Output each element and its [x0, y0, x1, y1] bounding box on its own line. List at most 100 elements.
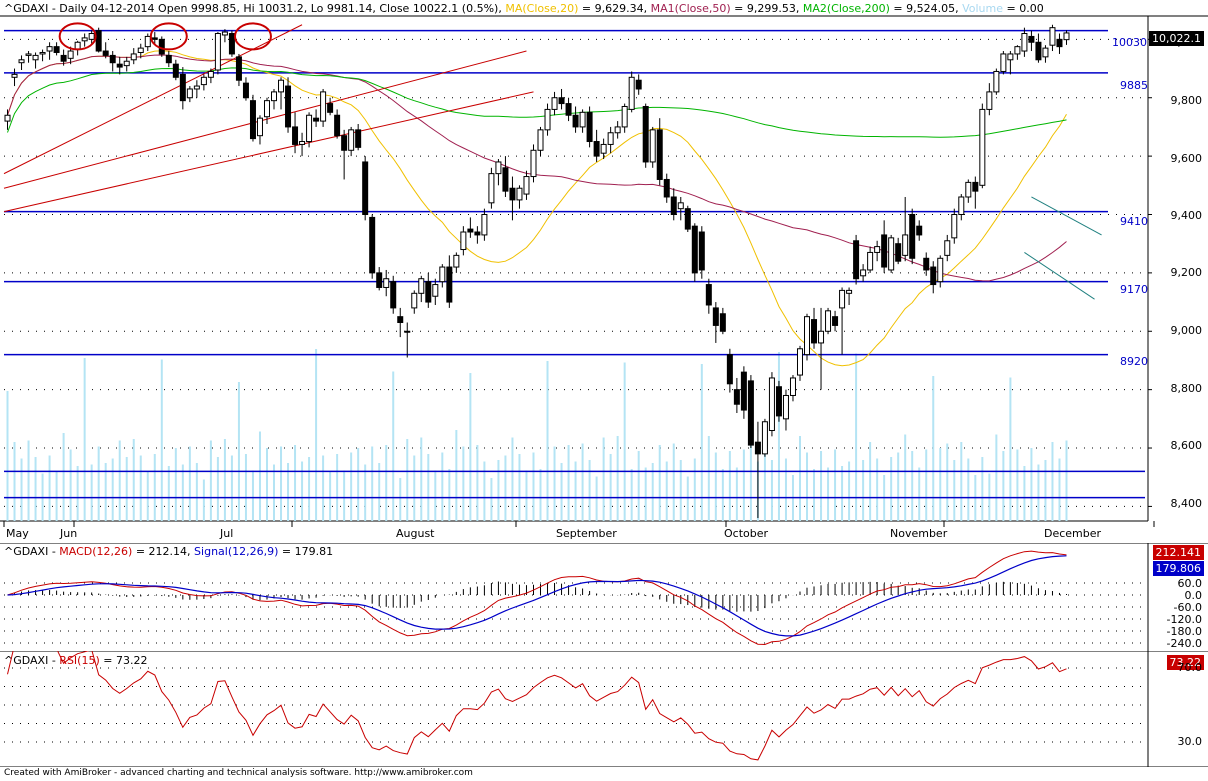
price-pane[interactable]: ^GDAXI - Daily 04-12-2014 Open 9998.85, … — [0, 0, 1208, 543]
candle-up — [186, 88, 193, 99]
candle-down — [158, 38, 165, 55]
macd-tick: -120.0 — [1166, 613, 1202, 626]
signal-value: = 179.81 — [278, 545, 334, 558]
channel-line — [1031, 196, 1102, 236]
candle-up — [874, 246, 881, 253]
candle-down — [292, 126, 299, 145]
candle-up — [839, 289, 846, 309]
candle-up — [432, 284, 439, 297]
candle-up — [418, 278, 425, 294]
rsi-label: RSI(15) — [59, 654, 100, 667]
candle-up — [214, 33, 221, 71]
candle-up — [579, 111, 586, 128]
candle-up — [67, 50, 74, 59]
candle-down — [642, 105, 649, 163]
candle-down — [635, 79, 642, 90]
candle-up — [818, 330, 825, 344]
candle-up — [193, 85, 200, 90]
macd-pane[interactable]: ^GDAXI - MACD(12,26) = 212.14, Signal(12… — [0, 543, 1208, 651]
price-tick: 8,400 — [1170, 497, 1203, 510]
candle-up — [537, 129, 544, 151]
candle-up — [404, 330, 411, 333]
month-label: September — [556, 527, 617, 540]
candle-up — [965, 181, 972, 198]
candle-down — [565, 103, 572, 116]
candle-down — [895, 243, 902, 262]
macd-chart[interactable] — [0, 543, 1208, 651]
candle-up — [4, 114, 11, 122]
price-tick: 9,200 — [1170, 266, 1203, 279]
candle-down — [179, 73, 186, 102]
candle-up — [902, 234, 909, 256]
rsi-tick: 70.0 — [1177, 661, 1203, 674]
candle-down — [684, 208, 691, 230]
macd-tick: -180.0 — [1166, 625, 1202, 638]
candle-up — [937, 257, 944, 283]
candle-down — [775, 386, 782, 417]
candle-down — [663, 178, 670, 198]
month-label: August — [396, 527, 435, 540]
candle-up — [130, 53, 137, 61]
footer-credit: Created with AmiBroker - advanced charti… — [4, 768, 473, 778]
price-tick: 9,600 — [1170, 152, 1203, 165]
candle-down — [313, 117, 320, 122]
candle-up — [481, 213, 488, 236]
candle-up — [348, 129, 355, 151]
candle-down — [670, 196, 677, 215]
candle-down — [726, 354, 733, 385]
top-annotation-circle — [58, 22, 97, 51]
macd-tick: 60.0 — [1177, 577, 1203, 590]
candle-up — [649, 129, 656, 163]
candle-down — [95, 30, 102, 52]
candle-up — [299, 141, 306, 145]
month-label: November — [890, 527, 948, 540]
candle-down — [467, 228, 474, 233]
rsi-chart[interactable] — [0, 651, 1208, 767]
candle-up — [278, 79, 285, 93]
candle-down — [740, 371, 747, 411]
candle-up — [761, 421, 768, 455]
candle-up — [271, 91, 278, 102]
macd-line — [7, 550, 1067, 646]
volume-label: Volume — [962, 2, 1004, 15]
candle-down — [558, 97, 565, 105]
price-header: ^GDAXI - Daily 04-12-2014 Open 9998.85, … — [4, 2, 1044, 15]
candle-up — [628, 76, 635, 110]
candle-down — [1035, 41, 1042, 61]
candle-up — [951, 213, 958, 239]
candle-down — [909, 213, 916, 259]
price-tick: 9,000 — [1170, 324, 1203, 337]
candle-down — [355, 129, 362, 148]
candle-down — [397, 316, 404, 324]
macd-label: MACD(12,26) — [59, 545, 133, 558]
month-label: October — [724, 527, 769, 540]
candle-up — [621, 105, 628, 128]
candle-down — [811, 319, 818, 344]
candle-up — [439, 266, 446, 283]
candle-up — [1021, 33, 1028, 52]
candle-up — [306, 114, 313, 143]
candle-down — [334, 114, 341, 137]
top-annotation-circle — [233, 22, 272, 51]
candle-up — [867, 251, 874, 271]
candle-down — [102, 50, 109, 56]
ohlc-info: Daily 04-12-2014 Open 9998.85, Hi 10031.… — [59, 2, 499, 15]
candle-up — [18, 59, 25, 64]
candle-up — [789, 377, 796, 396]
candle-up — [516, 187, 523, 201]
candle-up — [488, 173, 495, 204]
candle-down — [754, 441, 761, 455]
candle-down — [228, 33, 235, 55]
rsi-pane[interactable]: ^GDAXI - RSI(15) = 73.22 73.22 70.0 30.0 — [0, 651, 1208, 767]
rsi-header: ^GDAXI - RSI(15) = 73.22 — [4, 654, 147, 667]
candle-down — [972, 181, 979, 192]
candle-up — [768, 377, 775, 432]
candle-up — [530, 149, 537, 178]
price-chart[interactable] — [0, 0, 1208, 543]
candle-up — [25, 53, 32, 56]
candle-up — [221, 31, 228, 36]
month-label: Jul — [220, 527, 234, 540]
candle-up — [846, 289, 853, 294]
candle-up — [1063, 32, 1070, 41]
candle-down — [586, 111, 593, 143]
